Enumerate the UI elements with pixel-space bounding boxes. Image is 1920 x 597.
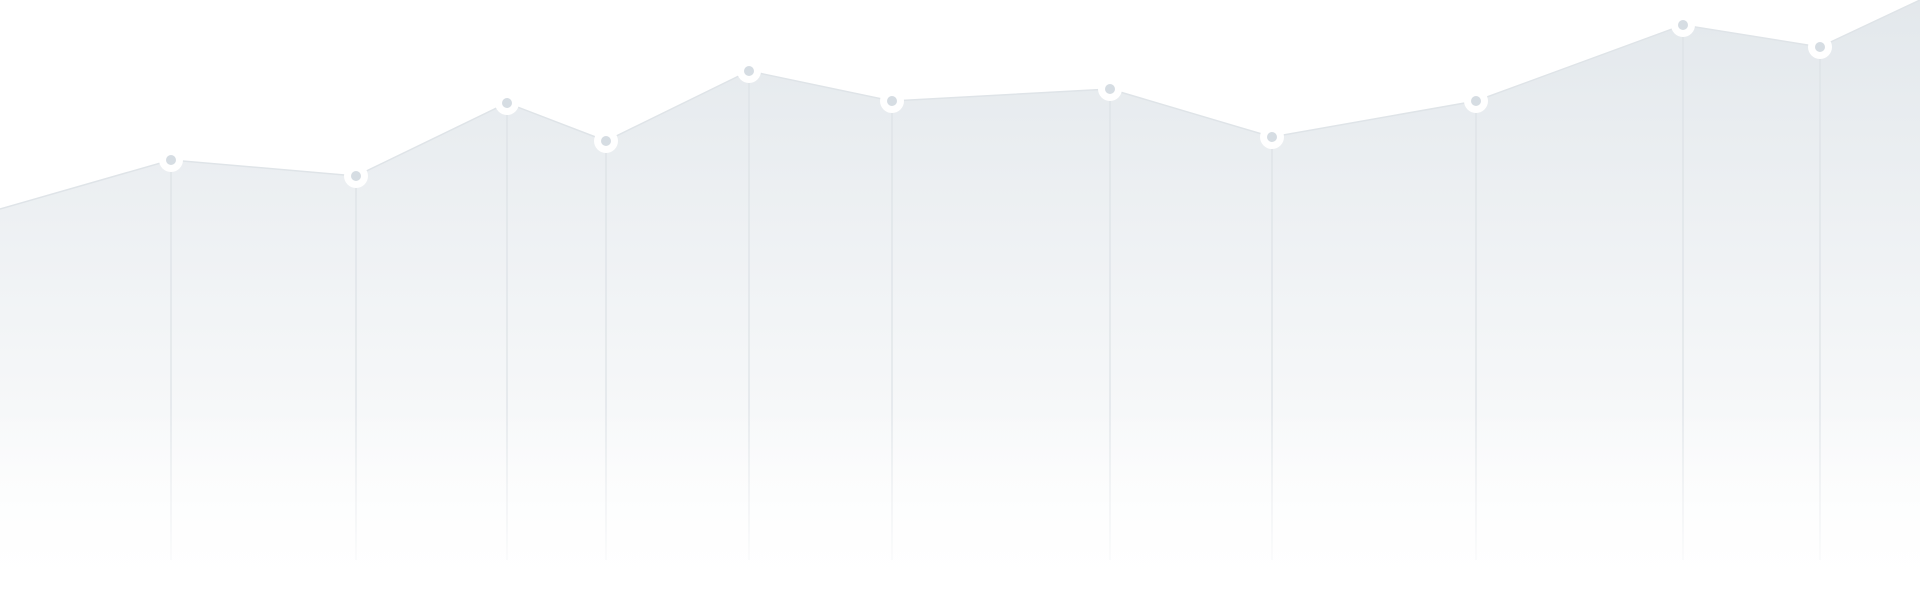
data-point-marker[interactable] (1260, 125, 1284, 149)
data-point-marker[interactable] (159, 148, 183, 172)
data-point-dot (601, 136, 611, 146)
data-point-dot (166, 155, 176, 165)
data-point-marker[interactable] (1808, 35, 1832, 59)
data-point-dot (887, 96, 897, 106)
data-point-dot (1105, 84, 1115, 94)
data-point-marker[interactable] (594, 129, 618, 153)
data-point-dot (1815, 42, 1825, 52)
data-point-marker[interactable] (495, 91, 519, 115)
data-point-marker[interactable] (344, 164, 368, 188)
data-point-dot (1678, 20, 1688, 30)
data-point-dot (1471, 96, 1481, 106)
data-point-marker[interactable] (737, 59, 761, 83)
data-point-marker[interactable] (880, 89, 904, 113)
data-point-marker[interactable] (1098, 77, 1122, 101)
marker-layer (159, 13, 1832, 188)
data-point-dot (351, 171, 361, 181)
data-point-dot (744, 66, 754, 76)
data-point-marker[interactable] (1671, 13, 1695, 37)
data-point-dot (1267, 132, 1277, 142)
data-point-marker[interactable] (1464, 89, 1488, 113)
data-point-dot (502, 98, 512, 108)
